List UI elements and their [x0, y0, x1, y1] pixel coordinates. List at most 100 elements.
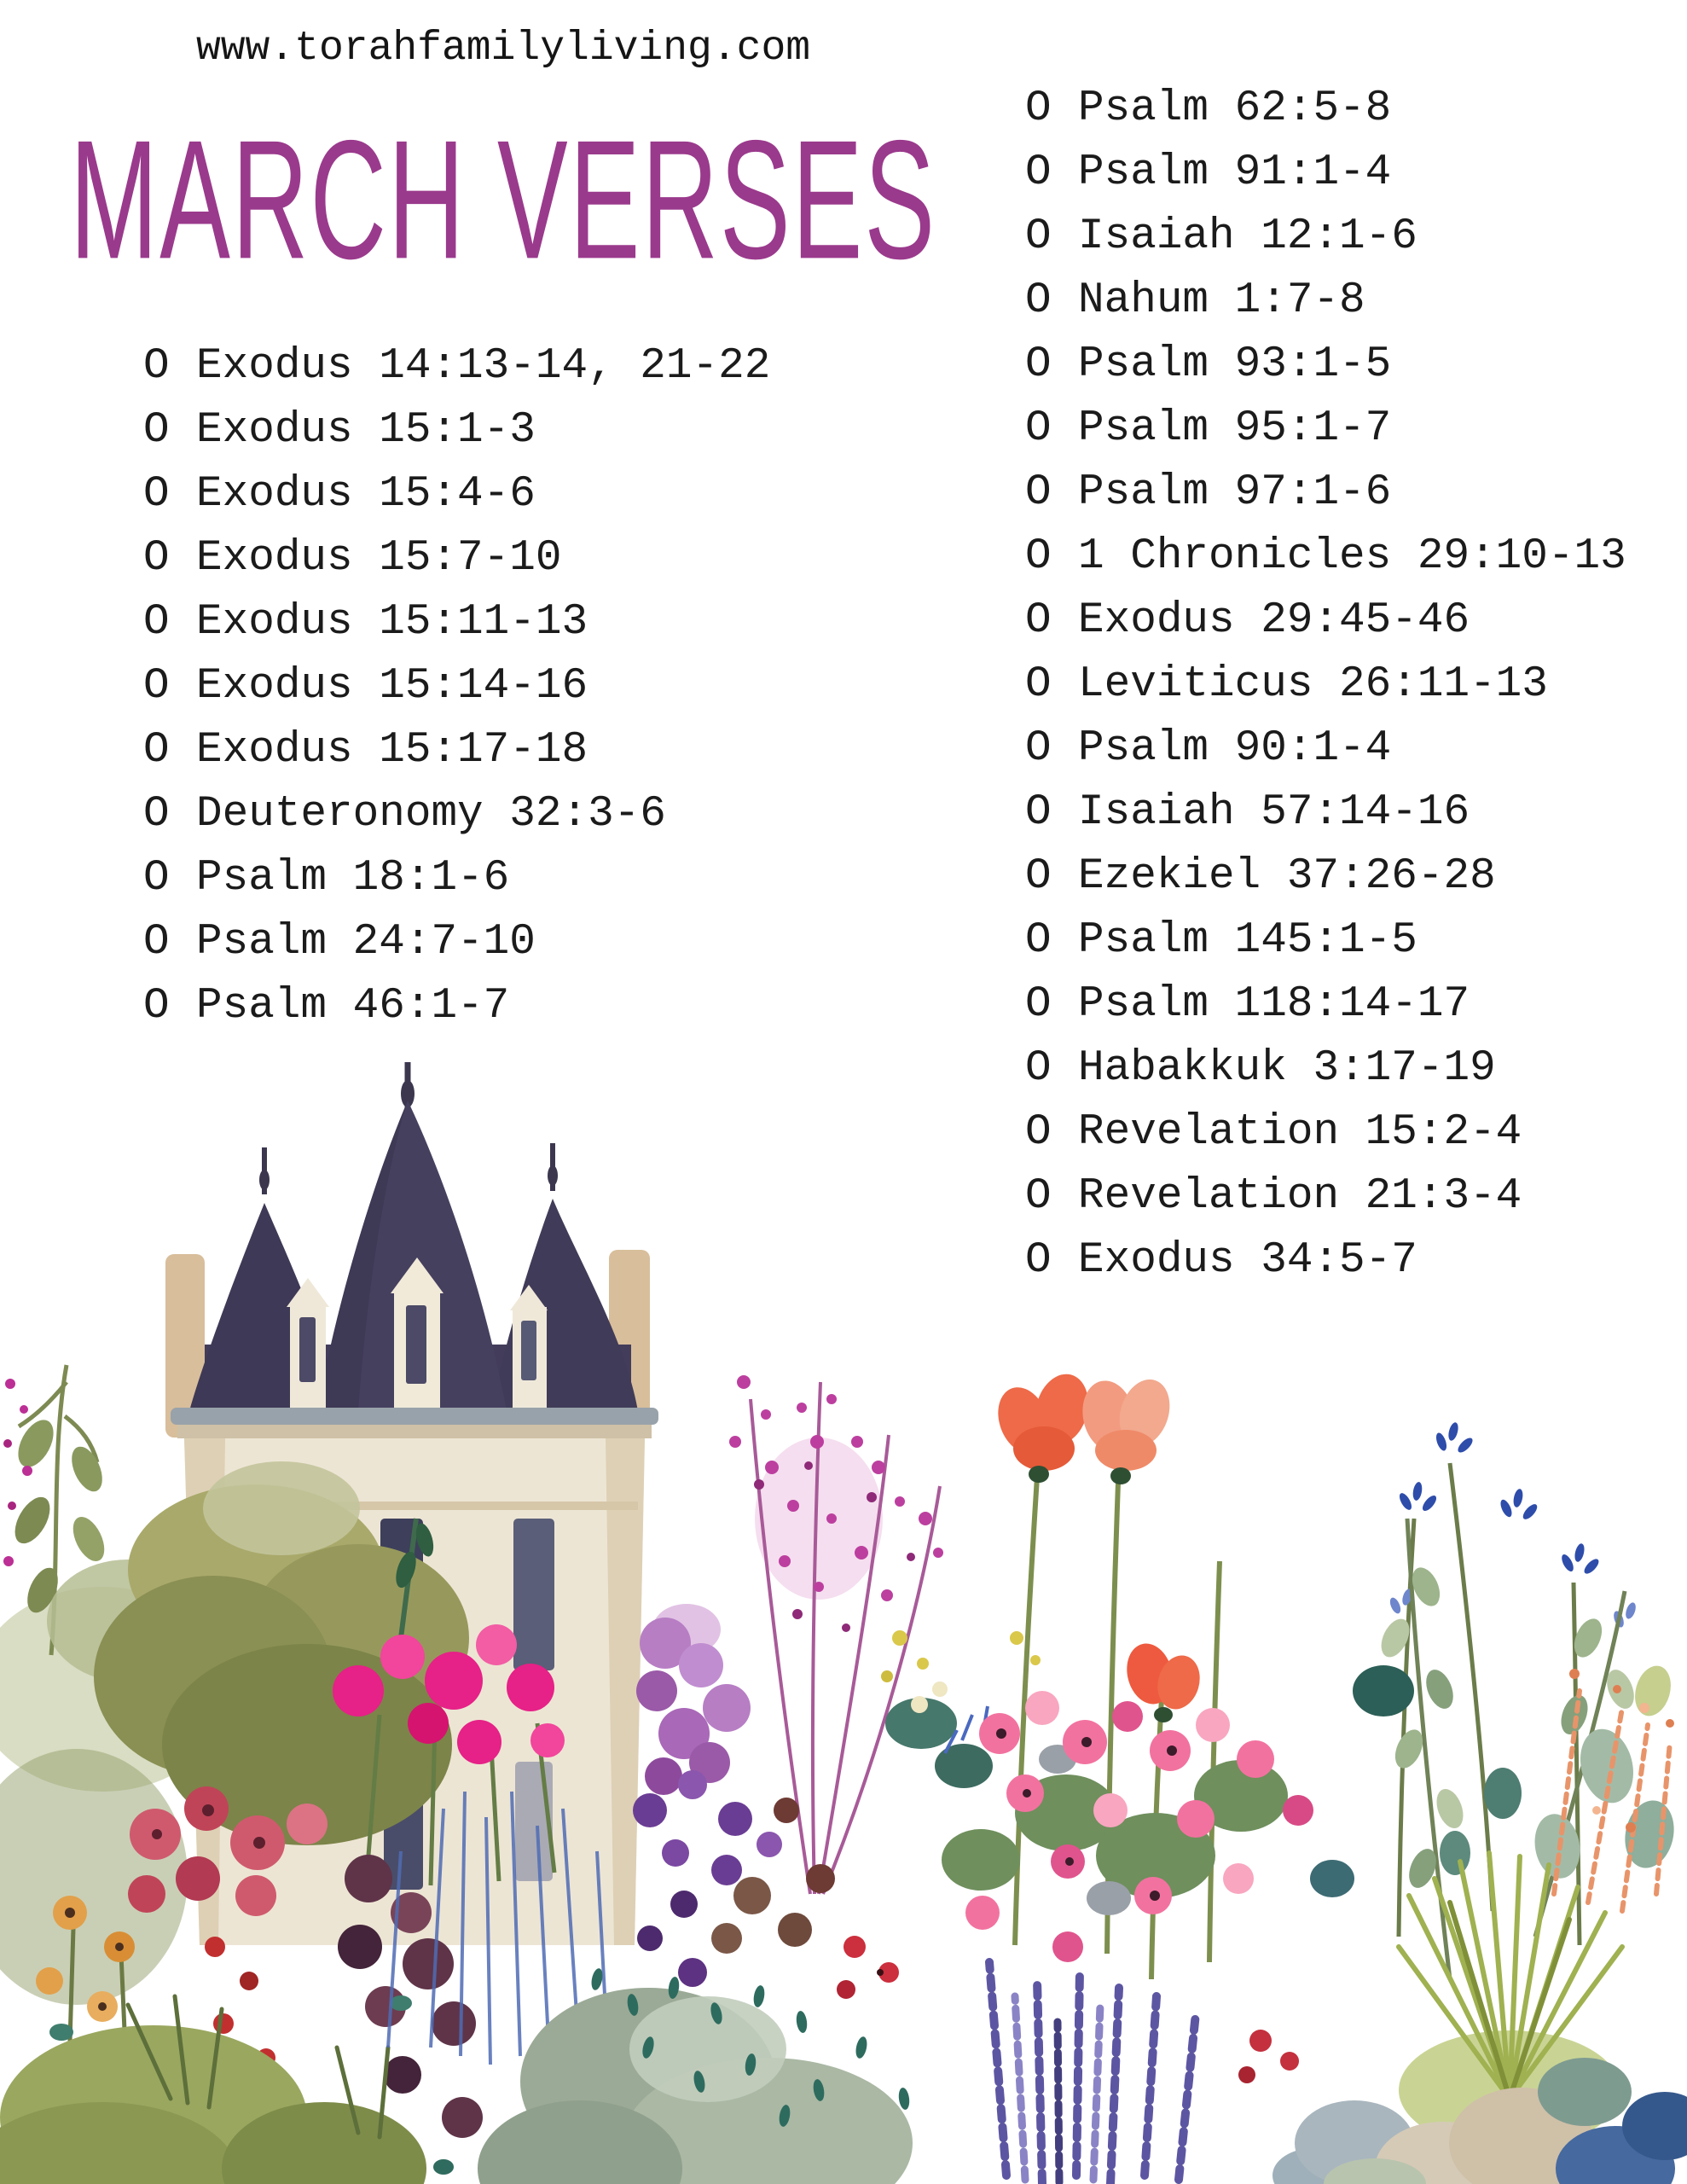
- checkbox-marker: O: [1025, 148, 1052, 197]
- checkbox-marker: O: [1025, 404, 1052, 453]
- verse-text: Exodus 15:17-18: [196, 726, 588, 775]
- checkbox-marker: O: [143, 470, 170, 519]
- verse-item: O Psalm 97:1-6: [1025, 461, 1626, 525]
- checkbox-marker: O: [1025, 212, 1052, 261]
- verse-list-left: O Exodus 14:13-14, 21-22 O Exodus 15:1-3 O…: [143, 334, 770, 1038]
- verse-item: O Exodus 15:1-3: [143, 398, 770, 462]
- checkbox-marker: O: [1025, 1172, 1052, 1221]
- verse-text: Psalm 95:1-7: [1078, 404, 1392, 453]
- verse-item: O Isaiah 12:1-6: [1025, 205, 1626, 269]
- grass-tuft-dark: [1447, 1900, 1572, 2101]
- checkbox-marker: O: [1025, 1044, 1052, 1093]
- verse-item: O Leviticus 26:11-13: [1025, 653, 1626, 717]
- verse-text: Psalm 91:1-4: [1078, 148, 1392, 197]
- garden-illustration: [0, 1062, 1687, 2184]
- checkbox-marker: O: [1025, 276, 1052, 325]
- checkbox-marker: O: [143, 982, 170, 1031]
- verse-item: O Exodus 15:4-6: [143, 462, 770, 526]
- verse-item: O Psalm 95:1-7: [1025, 397, 1626, 461]
- magenta-spray-deep: [754, 1461, 915, 1632]
- verse-text: Exodus 29:45-46: [1078, 596, 1470, 645]
- verse-item: O Psalm 118:14-17: [1025, 973, 1626, 1037]
- magenta-spray-dots: [729, 1375, 943, 1601]
- verse-item: O Psalm 46:1-7: [143, 974, 770, 1038]
- verse-item: O Exodus 14:13-14, 21-22: [143, 334, 770, 398]
- verse-text: Revelation 15:2-4: [1078, 1108, 1522, 1157]
- checkbox-marker: O: [1025, 788, 1052, 837]
- page-title: MARCH VERSES: [69, 106, 937, 295]
- checkbox-marker: O: [1025, 724, 1052, 773]
- site-url: www.torahfamilyliving.com: [195, 26, 811, 72]
- verse-item: O Exodus 15:14-16: [143, 654, 770, 718]
- checkbox-marker: O: [143, 726, 170, 775]
- verse-text: Exodus 15:7-10: [196, 534, 562, 583]
- verse-text: Revelation 21:3-4: [1078, 1172, 1522, 1221]
- verse-text: Isaiah 12:1-6: [1078, 212, 1417, 261]
- checkbox-marker: O: [143, 598, 170, 647]
- verse-item: O Exodus 15:7-10: [143, 526, 770, 590]
- verse-text: Isaiah 57:14-16: [1078, 788, 1470, 837]
- verse-text: Psalm 46:1-7: [196, 982, 510, 1031]
- checkbox-marker: O: [143, 662, 170, 711]
- verse-item: O Psalm 90:1-4: [1025, 717, 1626, 781]
- verse-item: O Habakkuk 3:17-19: [1025, 1037, 1626, 1101]
- verse-item: O Isaiah 57:14-16: [1025, 781, 1626, 845]
- verse-text: Habakkuk 3:17-19: [1078, 1044, 1496, 1093]
- verse-item: O Exodus 29:45-46: [1025, 589, 1626, 653]
- verse-text: Nahum 1:7-8: [1078, 276, 1365, 325]
- teal-droplets: [591, 1968, 910, 2127]
- verse-item: O Exodus 34:5-7: [1025, 1228, 1626, 1292]
- verse-item: O 1 Chronicles 29:10-13: [1025, 525, 1626, 589]
- verse-item: O Psalm 24:7-10: [143, 910, 770, 974]
- lavender-spikes: [985, 1958, 1200, 2184]
- verse-item: O Psalm 93:1-5: [1025, 333, 1626, 397]
- garden-left: [0, 1364, 565, 2184]
- checkbox-marker: O: [143, 534, 170, 583]
- verse-text: Psalm 90:1-4: [1078, 724, 1392, 773]
- verse-text: Exodus 14:13-14, 21-22: [196, 342, 771, 391]
- checkbox-marker: O: [1025, 852, 1052, 901]
- verse-text: 1 Chronicles 29:10-13: [1078, 532, 1626, 581]
- verse-text: Psalm 18:1-6: [196, 854, 510, 903]
- verse-text: Exodus 34:5-7: [1078, 1236, 1417, 1285]
- grass-left: [125, 1994, 391, 2140]
- checkbox-marker: O: [1025, 980, 1052, 1029]
- checkbox-marker: O: [1025, 596, 1052, 645]
- verse-item: O Exodus 15:11-13: [143, 590, 770, 654]
- checkbox-marker: O: [1025, 84, 1052, 133]
- verse-text: Exodus 15:14-16: [196, 662, 588, 711]
- checkbox-marker: O: [1025, 340, 1052, 389]
- lavender-spikes-light: [1011, 1992, 1104, 2184]
- verse-text: Exodus 15:4-6: [196, 470, 536, 519]
- checkbox-marker: O: [1025, 532, 1052, 581]
- checkbox-marker: O: [143, 406, 170, 455]
- verse-text: Psalm 145:1-5: [1078, 916, 1417, 965]
- coral-sprigs: [1551, 1688, 1673, 1914]
- verse-text: Leviticus 26:11-13: [1078, 660, 1548, 709]
- checkbox-marker: O: [143, 790, 170, 839]
- checkbox-marker: O: [143, 342, 170, 391]
- checkbox-marker: O: [143, 918, 170, 967]
- verse-item: O Exodus 15:17-18: [143, 718, 770, 782]
- verse-item: O Deuteronomy 32:3-6: [143, 782, 770, 846]
- verse-text: Psalm 24:7-10: [196, 918, 536, 967]
- checkbox-marker: O: [1025, 468, 1052, 517]
- garden-center: [386, 1375, 1200, 2184]
- verse-item: O Psalm 18:1-6: [143, 846, 770, 910]
- verse-list-right: O Psalm 62:5-8 O Psalm 91:1-4 O Isaiah 12:1…: [1025, 77, 1626, 1292]
- cornflowers: [1400, 1422, 1599, 1574]
- checkbox-marker: O: [1025, 660, 1052, 709]
- verse-text: Psalm 62:5-8: [1078, 84, 1392, 133]
- verse-text: Ezekiel 37:26-28: [1078, 852, 1496, 901]
- verse-text: Exodus 15:11-13: [196, 598, 588, 647]
- verse-item: O Ezekiel 37:26-28: [1025, 845, 1626, 909]
- verse-item: O Revelation 15:2-4: [1025, 1101, 1626, 1165]
- lavender-spike-dark: [1053, 2018, 1064, 2184]
- verse-text: Psalm 93:1-5: [1078, 340, 1392, 389]
- verse-item: O Psalm 91:1-4: [1025, 141, 1626, 205]
- checkbox-marker: O: [1025, 1108, 1052, 1157]
- verse-text: Psalm 118:14-17: [1078, 980, 1470, 1029]
- verse-text: Psalm 97:1-6: [1078, 468, 1392, 517]
- checkbox-marker: O: [143, 854, 170, 903]
- garden-right: [942, 1374, 1687, 2184]
